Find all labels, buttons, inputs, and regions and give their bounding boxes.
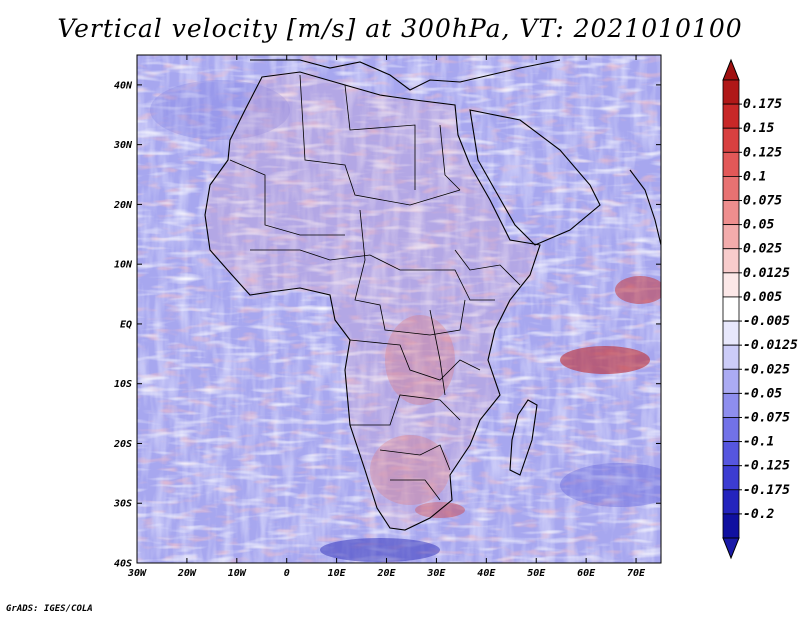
- lon-tick-label: 20E: [376, 568, 396, 579]
- colorbar-label: 0.05: [743, 218, 774, 233]
- lat-tick-label: EQ: [120, 319, 132, 330]
- upward-patch-east: [615, 276, 661, 304]
- lon-tick-label: 20W: [177, 568, 197, 579]
- colorbar-swatch: [722, 441, 740, 467]
- white-streaks: [137, 55, 661, 563]
- colorbar-label: -0.05: [743, 386, 782, 401]
- colorbar-label: 0.175: [743, 97, 782, 112]
- india-coastline: [629, 169, 661, 246]
- lat-tick-label: 40N: [114, 80, 133, 91]
- lon-tick-label: 30E: [426, 568, 446, 579]
- velocity-field: [137, 55, 661, 563]
- colorbar-label: -0.075: [743, 410, 790, 425]
- lon-tick-label: 60E: [577, 568, 596, 579]
- lat-tick-label: 30N: [113, 140, 133, 151]
- colorbar-swatch: [722, 344, 740, 370]
- colorbar-label: -0.175: [743, 483, 790, 498]
- lat-tick-label: 40S: [114, 559, 132, 570]
- lon-tick-label: 30W: [127, 568, 147, 579]
- colorbar-label: -0.125: [743, 459, 790, 474]
- colorbar-swatch: [722, 417, 740, 442]
- colorbar-swatch: [722, 272, 740, 298]
- colorbar-label: -0.2: [743, 507, 774, 522]
- colorbar-swatch: [722, 224, 740, 250]
- plot-frame: [136, 54, 662, 564]
- latitude-axis: 40N 30N 20N 10N EQ 10S 20S 30S 40S: [113, 80, 661, 570]
- lon-tick-label: 0: [284, 568, 290, 579]
- lat-tick-label: 10S: [114, 379, 132, 390]
- downward-patch-northwest: [150, 80, 290, 140]
- colorbar-swatch: [722, 489, 740, 515]
- colorbar: 0.175 0.15 0.125 0.1 0.075 0.05 0.025 0.0125 0.0…: [722, 58, 798, 560]
- downward-patch-south: [320, 538, 440, 562]
- longitude-axis: 30W 20W 10W 0 10E 20E 30E 40E 50E 60E 70E: [127, 55, 646, 579]
- colorbar-swatch: [722, 151, 740, 177]
- colorbar-swatch: [722, 248, 740, 274]
- lat-tick-label: 20N: [113, 200, 133, 211]
- colorbar-swatch: [722, 368, 740, 394]
- colorbar-label: -0.025: [743, 362, 790, 377]
- lon-tick-label: 10W: [228, 568, 247, 579]
- colorbar-label: 0.1: [743, 169, 766, 184]
- colorbar-swatch: [722, 127, 740, 153]
- madagascar: [509, 399, 538, 476]
- colorbar-label: 0.125: [743, 145, 782, 160]
- country-borders: [229, 74, 521, 501]
- colorbar-swatch: [722, 513, 740, 539]
- colorbar-swatch: [722, 200, 740, 226]
- lon-tick-label: 40E: [477, 568, 496, 579]
- lat-tick-label: 30S: [113, 499, 132, 510]
- colorbar-min-arrow: [722, 537, 740, 560]
- lon-tick-label: 70E: [627, 568, 646, 579]
- lon-tick-label: 50E: [527, 568, 546, 579]
- colorbar-label: 0.005: [743, 290, 782, 305]
- arabian-peninsula: [469, 109, 601, 246]
- chart-title: Vertical velocity [m/s] at 300hPa, VT: 2…: [57, 14, 743, 43]
- colorbar-swatch: [722, 392, 740, 418]
- upward-patch-central-africa: [385, 315, 455, 405]
- grads-credit: GrADS: IGES/COLA: [6, 604, 93, 614]
- colorbar-swatch: [722, 103, 740, 129]
- downward-patch-southeast: [560, 463, 661, 507]
- colorbar-label: 0.025: [743, 242, 782, 257]
- colorbar-swatch: [722, 79, 740, 105]
- strong-upward-patch-indian-ocean: [560, 346, 650, 374]
- colorbar-label: 0.0125: [743, 266, 790, 281]
- colorbar-label: 0.075: [743, 194, 782, 209]
- upward-patch-southern-africa: [370, 435, 450, 505]
- lon-tick-label: 10E: [328, 568, 347, 579]
- colorbar-label: 0.15: [743, 121, 774, 136]
- colorbar-label: -0.1: [743, 435, 774, 450]
- colorbar-swatch: [722, 320, 740, 346]
- lat-tick-label: 10N: [114, 260, 133, 271]
- colorbar-max-arrow: [722, 58, 740, 81]
- colorbar-label: -0.005: [743, 314, 790, 329]
- colorbar-label: -0.0125: [743, 338, 798, 353]
- europe-coastline: [250, 59, 561, 91]
- colorbar-swatch: [722, 176, 740, 201]
- colorbar-swatch: [722, 296, 740, 322]
- colorbar-swatch: [722, 465, 740, 491]
- lat-tick-label: 20S: [113, 439, 132, 450]
